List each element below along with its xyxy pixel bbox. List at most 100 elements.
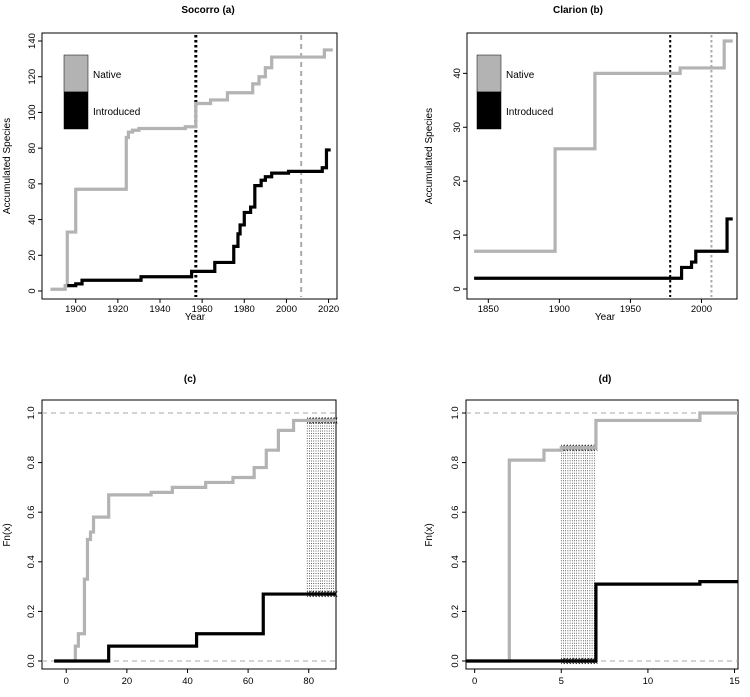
x-tick-label: 1940: [149, 304, 170, 315]
x-ticks: 1850 1900 1950 2000: [478, 299, 712, 315]
series-group: [466, 411, 738, 663]
series-introduced-line: [466, 580, 738, 663]
y-tick-label: 1.0: [450, 406, 461, 419]
y-tick-label: 10: [452, 230, 463, 241]
panel-a-socorro: Socorro (a) Year Accumulated Species 190…: [2, 5, 339, 323]
x-tick-label: 1900: [65, 304, 86, 315]
x-tick-label: 1980: [234, 304, 255, 315]
reference-lines: [466, 412, 738, 662]
x-tick-label: 10: [643, 676, 654, 687]
y-ticks: 0 20 40 60 80 100 120 140: [27, 33, 42, 294]
reference-lines: [669, 35, 713, 297]
x-tick-label: 20: [122, 676, 133, 687]
y-tick-label: 0.0: [26, 654, 37, 667]
y-axis-label: Accumulated Species: [2, 118, 13, 214]
x-tick-label: 1900: [549, 304, 570, 315]
legend-native-label: Native: [93, 70, 122, 81]
series-introduced-line: [54, 592, 336, 663]
y-tick-label: 0.0: [450, 654, 461, 667]
y-ticks: 0.0 0.2 0.4 0.6 0.8 1.0: [450, 406, 466, 668]
series-introduced-line: [474, 217, 733, 280]
x-tick-label: 1850: [478, 304, 499, 315]
x-tick-label: 1920: [107, 304, 128, 315]
y-tick-label: 100: [27, 104, 38, 120]
y-tick-label: 0.4: [26, 555, 37, 568]
x-tick-label: 1950: [620, 304, 641, 315]
hatch-region: [560, 444, 598, 665]
y-tick-label: 20: [27, 250, 38, 261]
series-native-line: [54, 418, 336, 663]
y-tick-label: 40: [27, 214, 38, 225]
series-introduced-line: [67, 148, 331, 288]
chart-title: Clarion (b): [553, 5, 603, 16]
x-tick-label: 60: [243, 676, 254, 687]
legend-native-swatch: [63, 54, 89, 93]
y-tick-label: 30: [452, 122, 463, 133]
x-tick-label: 80: [303, 676, 314, 687]
chart-title: (c): [184, 374, 196, 385]
x-tick-label: 2000: [691, 304, 712, 315]
plot-frame: [41, 399, 337, 670]
x-ticks: 0 20 40 60 80: [64, 669, 314, 687]
y-tick-label: 80: [27, 143, 38, 154]
y-tick-label: 0.2: [450, 605, 461, 618]
y-tick-label: 40: [452, 68, 463, 79]
y-tick-label: 0.8: [26, 456, 37, 469]
panel-c-ecdf: (c) Fn(x) 0 20 40 60 80 0.0 0.2 0.4 0.6 0.8 1.0: [2, 374, 338, 687]
legend-introduced-label: Introduced: [506, 107, 553, 118]
series-native-line: [474, 39, 733, 253]
legend-native-label: Native: [506, 70, 535, 81]
reference-lines: [42, 412, 336, 662]
x-tick-label: 2000: [276, 304, 297, 315]
legend: Native Introduced: [63, 54, 140, 130]
x-tick-label: 5: [559, 676, 564, 687]
y-tick-label: 140: [27, 33, 38, 49]
legend: Native Introduced: [476, 54, 553, 130]
x-tick-label: 0: [472, 676, 477, 687]
y-axis-label: Accumulated Species: [424, 108, 435, 204]
series-group: [54, 418, 336, 663]
series-native-line: [50, 48, 333, 291]
panel-b-clarion: Clarion (b) Year Accumulated Species 185…: [424, 5, 738, 323]
y-axis-label: Fn(x): [2, 523, 13, 546]
y-axis-label: Fn(x): [424, 523, 435, 546]
x-axis-label: Year: [595, 312, 616, 323]
series-group: [50, 48, 333, 291]
chart-title: (d): [599, 374, 612, 385]
hatch-region: [306, 417, 338, 598]
x-tick-label: 15: [729, 676, 740, 687]
plot-frame: [466, 32, 738, 300]
y-tick-label: 0.6: [450, 506, 461, 519]
legend-introduced-swatch: [476, 91, 502, 130]
reference-lines: [194, 35, 303, 297]
y-tick-label: 60: [27, 179, 38, 190]
panel-d-ecdf: (d) Fn(x) 0 5 10 15 0.0 0.2 0.4 0.6 0.8 1.0: [424, 374, 740, 687]
y-tick-label: 20: [452, 176, 463, 187]
y-ticks: 0.0 0.2 0.4 0.6 0.8 1.0: [26, 406, 42, 668]
x-tick-label: 0: [64, 676, 69, 687]
plot-frame: [41, 32, 338, 300]
series-native-line: [466, 411, 738, 663]
plot-frame: [465, 399, 739, 670]
series-group: [474, 39, 733, 280]
y-tick-label: 0.4: [450, 555, 461, 568]
legend-introduced-label: Introduced: [93, 107, 140, 118]
x-ticks: 0 5 10 15: [472, 669, 740, 687]
y-tick-label: 0.2: [26, 605, 37, 618]
legend-native-swatch: [476, 54, 502, 93]
y-tick-label: 0: [27, 288, 38, 293]
legend-introduced-swatch: [63, 91, 89, 130]
chart-title: Socorro (a): [181, 5, 234, 16]
x-axis-label: Year: [185, 312, 206, 323]
x-tick-label: 2020: [318, 304, 339, 315]
x-tick-label: 40: [182, 676, 193, 687]
y-ticks: 0 10 20 30 40: [452, 68, 467, 292]
y-tick-label: 0.8: [450, 456, 461, 469]
y-tick-label: 1.0: [26, 406, 37, 419]
y-tick-label: 0: [452, 286, 463, 291]
x-ticks: 1900 1920 1940 1960 1980 2000 2020: [65, 299, 339, 315]
y-tick-label: 120: [27, 69, 38, 85]
x-tick-label: 1960: [192, 304, 213, 315]
y-tick-label: 0.6: [26, 506, 37, 519]
